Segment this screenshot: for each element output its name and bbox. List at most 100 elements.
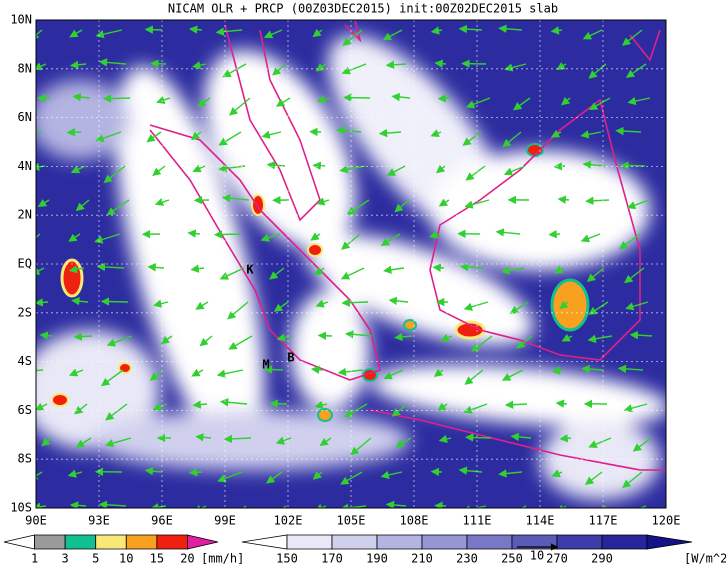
wind-arrow <box>561 96 571 106</box>
wind-arrow <box>188 25 203 34</box>
wind-arrow <box>463 403 488 414</box>
wind-arrow <box>588 437 612 449</box>
wind-arrow <box>433 368 444 378</box>
wind-arrow <box>36 233 41 245</box>
wind-arrow <box>153 299 169 308</box>
wind-arrow <box>216 369 244 378</box>
wind-arrow <box>587 334 613 343</box>
wind-arrow <box>435 164 446 174</box>
wind-arrow <box>219 398 248 407</box>
colorbar-label: 20 <box>180 552 194 566</box>
wind-arrow <box>312 28 323 38</box>
colorbar-label: 250 <box>501 552 523 566</box>
wind-arrow <box>465 97 491 109</box>
wind-arrow <box>625 63 647 78</box>
lon-label: 90E <box>25 514 47 528</box>
wind-arrow <box>458 466 483 475</box>
wind-arrow <box>621 29 643 46</box>
wind-arrow <box>101 369 124 387</box>
wind-arrow <box>559 300 569 310</box>
colorbar-swatch <box>376 534 423 550</box>
wind-arrow <box>218 131 242 146</box>
lat-label: EQ <box>18 257 32 271</box>
wind-arrow <box>146 131 162 143</box>
wind-arrow <box>394 199 410 213</box>
wind-arrow <box>625 301 649 311</box>
wind-arrow <box>263 365 284 374</box>
wind-arrow <box>385 60 407 70</box>
wind-arrow <box>495 228 521 237</box>
lat-label: 6S <box>18 403 32 417</box>
wind-arrow <box>269 399 288 408</box>
wind-arrow <box>380 470 403 480</box>
colorbar-swatch <box>466 534 513 550</box>
lat-label: 2S <box>18 305 32 319</box>
wind-arrow <box>430 26 443 35</box>
wind-arrow <box>346 199 370 215</box>
wind-arrow <box>391 92 411 102</box>
map-area <box>36 20 666 508</box>
wind-arrow <box>100 297 129 306</box>
wind-arrow <box>71 297 89 306</box>
wind-arrow <box>191 131 202 141</box>
wind-arrow <box>463 301 489 311</box>
colorbar-label: 230 <box>456 552 478 566</box>
wind-arrow <box>388 296 409 306</box>
lon-label: 93E <box>88 514 110 528</box>
wind-arrow <box>192 400 208 409</box>
lat-label: 4N <box>18 159 32 173</box>
colorbar-swatch <box>95 534 127 550</box>
wind-arrow <box>195 433 212 442</box>
wind-arrow <box>438 198 450 207</box>
wind-arrow <box>98 58 127 67</box>
wind-arrow <box>106 335 133 347</box>
wind-arrow <box>95 29 123 39</box>
wind-arrow <box>378 128 402 138</box>
wind-arrow <box>228 335 253 350</box>
wind-arrow <box>557 195 570 204</box>
wind-arrow <box>582 160 606 169</box>
wind-arrow <box>272 63 287 76</box>
wind-arrow <box>72 92 91 102</box>
wind-arrow <box>386 165 406 176</box>
coastlines <box>149 20 666 471</box>
wind-arrow <box>150 59 167 68</box>
wind-arrow <box>503 165 526 176</box>
colorbar-swatch <box>646 534 693 550</box>
wind-arrow <box>339 165 366 174</box>
wind-arrow <box>458 24 483 34</box>
lat-label: 2N <box>18 208 32 222</box>
wind-arrow <box>261 130 282 139</box>
wind-arrow <box>629 330 653 340</box>
wind-arrow <box>229 97 251 116</box>
lat-label: 8N <box>18 61 32 75</box>
wind-arrow <box>144 466 163 476</box>
lon-label: 108E <box>400 514 429 528</box>
wind-arrow <box>340 471 363 485</box>
wind-arrow <box>276 333 293 342</box>
wind-arrow <box>340 267 365 280</box>
wind-arrow <box>152 402 168 411</box>
colorbar-swatch <box>331 534 378 550</box>
wind-arrow <box>70 165 86 174</box>
wind-arrow <box>266 161 286 170</box>
place-label: K <box>246 263 254 277</box>
wind-arrow <box>147 263 165 272</box>
wind-arrow <box>459 262 485 272</box>
wind-arrow <box>498 469 523 478</box>
wind-arrow <box>67 469 83 478</box>
lon-label: 102E <box>274 514 303 528</box>
wind-arrow <box>260 233 281 242</box>
wind-arrow <box>437 402 448 411</box>
wind-arrow <box>149 369 164 381</box>
wind-arrow <box>39 331 53 340</box>
lat-label: 8S <box>18 452 32 466</box>
map-frame <box>35 19 667 509</box>
wind-arrow <box>269 267 285 280</box>
wind-arrow <box>582 29 603 40</box>
wind-arrow <box>395 437 412 448</box>
wind-arrow <box>154 198 170 207</box>
lon-label: 120E <box>652 514 681 528</box>
wind-arrow <box>310 365 324 374</box>
wind-arrow <box>102 94 131 103</box>
